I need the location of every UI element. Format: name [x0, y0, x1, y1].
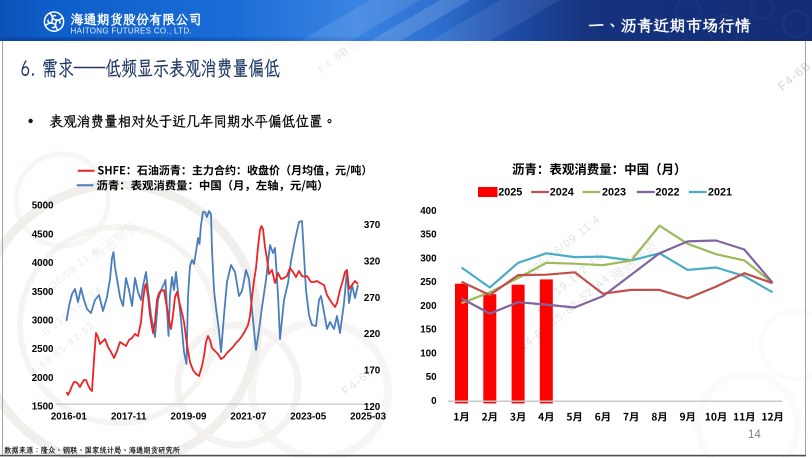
svg-text:4500: 4500 — [32, 229, 54, 240]
svg-text:100: 100 — [420, 349, 437, 360]
svg-text:3000: 3000 — [32, 316, 54, 327]
svg-text:170: 170 — [364, 366, 381, 377]
svg-text:2023: 2023 — [602, 187, 626, 199]
svg-text:2019-09: 2019-09 — [171, 412, 208, 423]
svg-text:F4-6B: F4-6B — [775, 58, 812, 93]
svg-text:2025-03: 2025-03 — [350, 412, 387, 423]
svg-text:2021: 2021 — [708, 187, 732, 199]
svg-text:220: 220 — [364, 329, 381, 340]
svg-text:120: 120 — [364, 402, 381, 413]
svg-text:1500: 1500 — [32, 402, 54, 413]
svg-text:150: 150 — [420, 325, 437, 336]
svg-text:0: 0 — [431, 396, 437, 407]
svg-text:50: 50 — [426, 372, 437, 383]
svg-text:4000: 4000 — [32, 258, 54, 269]
svg-text:2025: 2025 — [498, 187, 522, 199]
svg-text:300: 300 — [420, 253, 437, 264]
svg-text:370: 370 — [364, 220, 381, 231]
svg-text:14: 14 — [748, 429, 761, 441]
svg-text:400: 400 — [420, 206, 437, 217]
svg-text:F4-6B: F4-6B — [316, 44, 352, 76]
svg-text:350: 350 — [420, 230, 437, 241]
svg-text:2016-01: 2016-01 — [51, 412, 88, 423]
svg-text:5000: 5000 — [32, 201, 54, 212]
svg-text:2022: 2022 — [656, 187, 680, 199]
svg-text:2017-11: 2017-11 — [111, 412, 147, 423]
svg-text:3500: 3500 — [32, 287, 54, 298]
svg-text:270: 270 — [364, 293, 381, 304]
svg-text:320: 320 — [364, 256, 381, 267]
svg-text:2021-07: 2021-07 — [230, 412, 267, 423]
svg-text:2000: 2000 — [32, 373, 54, 384]
svg-text:2500: 2500 — [32, 344, 54, 355]
svg-text:2024: 2024 — [550, 187, 574, 199]
svg-text:250: 250 — [420, 277, 437, 288]
svg-text:200: 200 — [420, 301, 437, 312]
svg-text:2023-05: 2023-05 — [290, 412, 327, 423]
svg-text:HAITONG FUTURES CO., LTD.: HAITONG FUTURES CO., LTD. — [71, 27, 192, 36]
